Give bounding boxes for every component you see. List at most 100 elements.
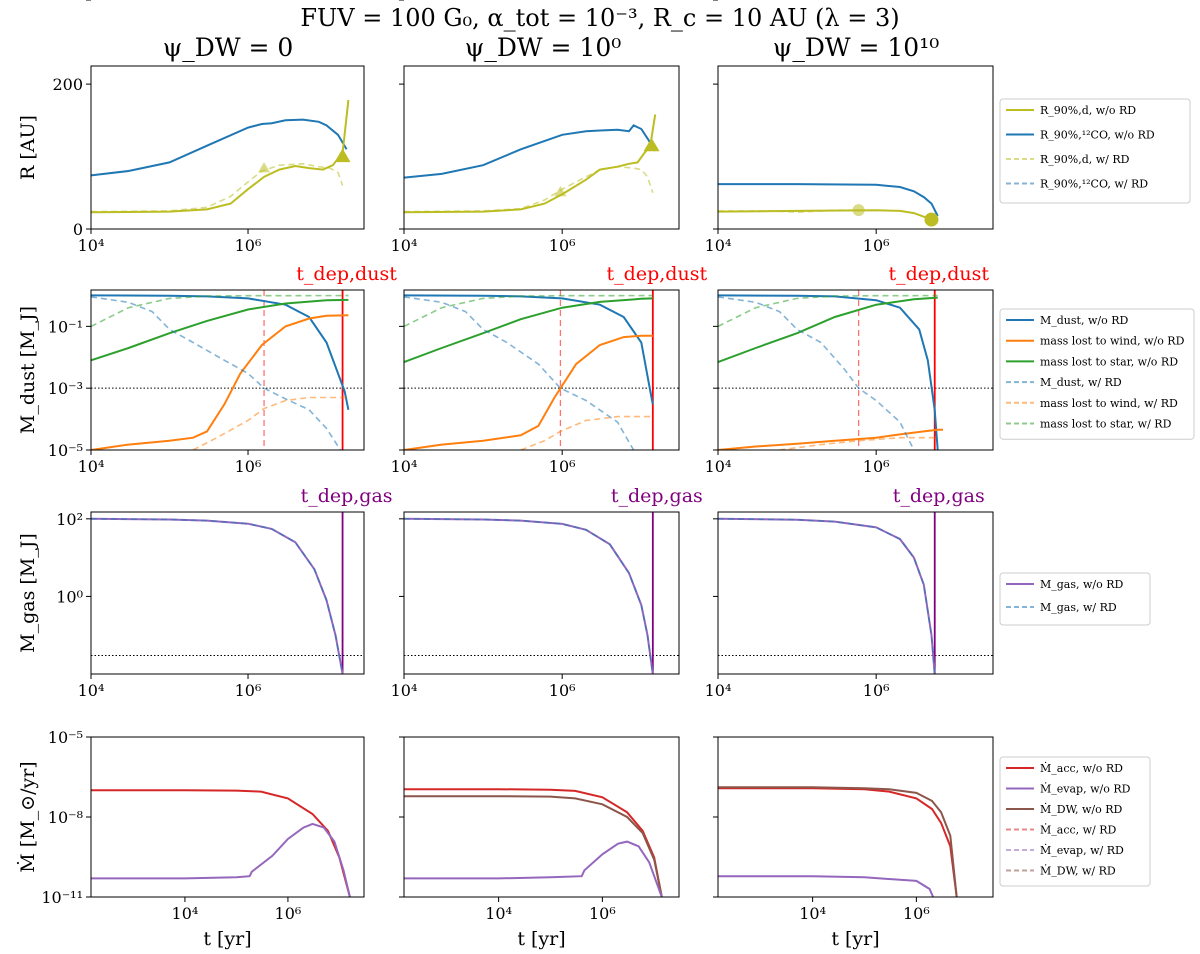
- data-series-3: [404, 840, 663, 897]
- panel-mass_loss_rate-1: 10⁴ 10⁶ 10⁻¹¹ 10⁻⁸ 10⁻⁵ t [yr]: [41, 728, 365, 950]
- legend-entry: mass lost to wind, w/o RD: [1040, 335, 1185, 348]
- data-series-1: [91, 789, 351, 897]
- legend-entry: M_dust, w/o RD: [1040, 314, 1128, 327]
- series-group: [91, 294, 350, 450]
- data-series-3: [718, 875, 935, 897]
- data-series-4: [404, 296, 635, 450]
- panel-radius-1: 10⁴ 10⁶ 0 100 200: [52, 0, 365, 255]
- data-series-3: [404, 297, 653, 364]
- series-group: [91, 517, 344, 674]
- legend-entry: R_90%,¹²CO, w/ RD: [1040, 178, 1148, 191]
- depletion-time-label: t_dep,gas: [893, 485, 985, 507]
- data-series-6: [91, 294, 349, 328]
- x-axis-label: t [yr]: [203, 928, 251, 950]
- legend-box: [999, 572, 1151, 626]
- panel-gas_mass-2: t_dep,gas 10⁴ 10⁶: [391, 485, 703, 700]
- x-tick-label: 10⁴: [705, 681, 732, 700]
- data-series-1: [718, 294, 939, 450]
- figure-title: FUV = 100 G₀, α_tot = 10⁻³, R_c = 10 AU …: [300, 4, 899, 32]
- x-tick-label: 10⁶: [235, 457, 262, 476]
- legend-entry: Ṁ_acc, w/o RD: [1040, 761, 1123, 775]
- data-series-2: [718, 209, 938, 222]
- panel-mass_loss_rate-3: 10⁴ 10⁶ t [yr]: [713, 736, 994, 950]
- series-group: [718, 517, 936, 674]
- triangle-marker: [643, 137, 660, 152]
- legend-entry: R_90%,d, w/ RD: [1040, 153, 1130, 166]
- legend-entry: Ṁ_DW, w/o RD: [1040, 802, 1122, 816]
- data-series-2: [91, 518, 344, 674]
- y-axis-label: Ṁ [M_⊙/yr]: [16, 761, 39, 872]
- y-tick-label: 10⁻³: [48, 379, 83, 398]
- data-series-3: [91, 298, 349, 362]
- axes-frame: [403, 65, 680, 230]
- legend-entry: mass lost to star, w/o RD: [1040, 355, 1178, 368]
- data-series-3: [404, 165, 654, 213]
- x-tick-label: 10⁴: [391, 457, 418, 476]
- x-tick-label: 10⁴: [78, 236, 105, 255]
- legend-entry: Ṁ_DW, w/ RD: [1040, 864, 1116, 878]
- y-tick-label: 200: [52, 75, 83, 94]
- axes-frame: [403, 289, 680, 451]
- x-tick-label: 10⁴: [172, 904, 199, 923]
- x-tick-label: 10⁴: [78, 457, 105, 476]
- x-tick-label: 10⁶: [549, 681, 576, 700]
- depletion-time-label: t_dep,dust: [296, 263, 397, 285]
- data-series-2: [718, 428, 943, 450]
- legend-entry: M_gas, w/o RD: [1040, 578, 1124, 591]
- x-tick-label: 10⁶: [863, 236, 890, 255]
- series-group: [404, 294, 654, 450]
- data-series-1: [404, 124, 657, 179]
- y-tick-label: 10⁰: [56, 587, 83, 606]
- depletion-time-label: t_dep,dust: [888, 263, 989, 285]
- data-series-6: [404, 294, 653, 328]
- x-tick-label: 10⁴: [391, 681, 418, 700]
- y-tick-label: 10⁻¹¹: [41, 888, 83, 907]
- axes-frame: [717, 511, 994, 675]
- x-axis-label: t [yr]: [831, 928, 879, 950]
- column-title-3: ψ_DW = 10¹⁰: [773, 33, 940, 62]
- triangle-marker: [554, 186, 567, 197]
- axes-frame: [90, 289, 365, 451]
- legend-entry: mass lost to star, w/ RD: [1040, 418, 1172, 431]
- data-series-5: [192, 396, 349, 450]
- data-series-3: [718, 209, 859, 214]
- panel-dust_mass-1: t_dep,dust 10⁴ 10⁶ 10⁻⁵ 10⁻³ 10⁻¹: [48, 263, 397, 476]
- x-tick-label: 10⁶: [275, 904, 302, 923]
- axes-frame: [90, 511, 365, 675]
- data-series-1: [718, 517, 936, 674]
- depletion-time-label: t_dep,dust: [607, 263, 708, 285]
- y-tick-label: 0: [73, 220, 83, 239]
- series-group: [91, 99, 350, 214]
- x-tick-label: 10⁶: [589, 904, 616, 923]
- x-tick-label: 10⁴: [485, 904, 512, 923]
- axes-frame: [90, 736, 365, 898]
- y-axis-label: M_dust [M_J]: [17, 306, 39, 434]
- legend-radius: R_90%,d, w/o RD R_90%,¹²CO, w/o RD R_90%,d…: [999, 98, 1191, 204]
- x-tick-label: 10⁴: [391, 236, 418, 255]
- circle-marker: [924, 212, 939, 227]
- column-title-1: ψ_DW = 0: [163, 33, 294, 62]
- panel-gas_mass-1: t_dep,gas 10⁴ 10⁶ 10⁰ 10²: [56, 485, 392, 700]
- legend-entry: R_90%,¹²CO, w/o RD: [1040, 129, 1155, 142]
- data-series-5: [779, 436, 938, 450]
- y-tick-label: 10⁻¹: [48, 317, 83, 336]
- data-series-2: [404, 518, 654, 674]
- legend-mass_loss_rate: Ṁ_acc, w/o RD Ṁ_evap, w/o RD Ṁ_DW, w/o RD Ṁ…: [999, 756, 1151, 887]
- legend-entry: R_90%,d, w/o RD: [1040, 104, 1136, 117]
- legend-box: [999, 308, 1195, 440]
- data-series-4: [91, 296, 342, 450]
- panel-gas_mass-3: t_dep,gas 10⁴ 10⁶: [705, 485, 994, 700]
- data-series-2: [91, 314, 349, 450]
- data-series-1: [91, 294, 350, 411]
- y-tick-label: 10⁻⁵: [48, 728, 83, 747]
- y-tick-label: 10²: [56, 510, 83, 529]
- data-series-2: [404, 334, 653, 450]
- axes-frame: [403, 736, 680, 898]
- series-group: [718, 294, 943, 450]
- legend-entry: Ṁ_evap, w/o RD: [1040, 782, 1131, 796]
- circle-marker: [852, 204, 865, 217]
- triangle-marker: [334, 148, 351, 163]
- depletion-time-label: t_dep,gas: [611, 485, 703, 507]
- x-tick-label: 10⁴: [799, 904, 826, 923]
- axes-frame: [717, 289, 994, 451]
